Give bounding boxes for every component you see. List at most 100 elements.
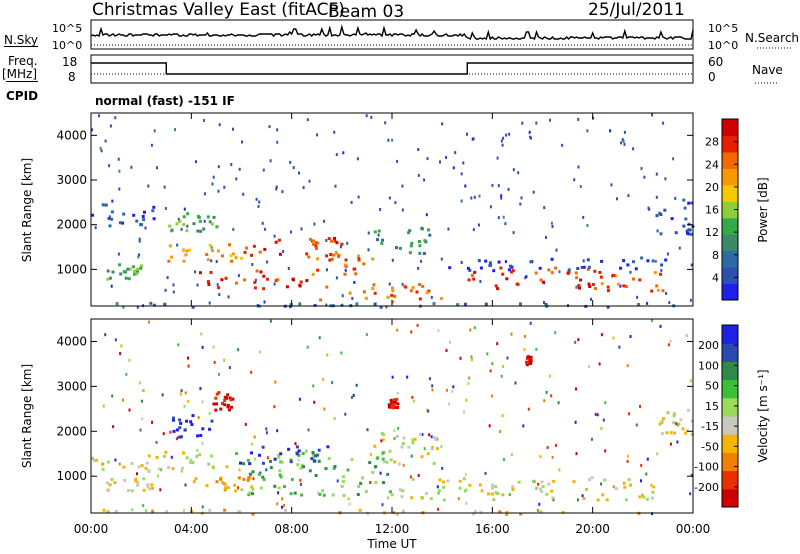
velocity-feature-cell [321, 489, 325, 493]
power-feature-cell [325, 254, 329, 258]
velocity-noise-cell [486, 352, 489, 356]
power-feature-cell [519, 302, 522, 306]
power-noise-cell [504, 222, 507, 226]
power-feature-cell [224, 276, 228, 280]
power-noise-cell [212, 175, 215, 179]
velocity-noise-cell [410, 330, 413, 334]
power-feature-cell [175, 222, 179, 226]
velocity-noise-cell [600, 333, 603, 337]
velocity-feature-cell [201, 427, 205, 431]
power-feature-cell [258, 250, 262, 254]
power-feature-cell [516, 282, 520, 286]
power-noise-cell [110, 284, 113, 288]
power-feature-cell [263, 247, 267, 251]
velocity-noise-cell [576, 498, 579, 502]
velocity-feature-cell [666, 411, 670, 415]
velocity-feature-cell [401, 509, 405, 513]
power-noise-cell [282, 250, 285, 253]
power-noise-cell [315, 241, 318, 245]
power-noise-cell [500, 139, 503, 143]
velocity-feature-cell [458, 479, 462, 483]
velocity-colorbar-swatch [722, 452, 738, 472]
velocity-feature-cell [511, 485, 515, 489]
velocity-noise-cell [441, 466, 444, 470]
power-noise-cell [261, 221, 264, 225]
power-noise-cell [500, 196, 503, 200]
velocity-noise-cell [159, 488, 162, 492]
power-feature-cell [185, 229, 189, 233]
power-noise-cell [610, 183, 613, 187]
velocity-noise-cell [448, 402, 451, 406]
velocity-noise-cell [136, 472, 138, 476]
power-noise-cell [156, 166, 158, 170]
power-noise-cell [356, 157, 359, 161]
plot-title: Christmas Valley East (fitACF) [92, 0, 345, 20]
power-feature-cell [421, 284, 425, 288]
velocity-noise-cell [266, 456, 269, 460]
velocity-feature-cell [293, 491, 297, 495]
power-feature-cell [567, 270, 571, 274]
velocity-feature-cell [189, 460, 193, 464]
power-feature-cell [330, 239, 333, 243]
power-feature-cell [404, 285, 408, 289]
velocity-feature-cell [340, 484, 344, 488]
velocity-noise-cell [393, 437, 396, 440]
power-noise-cell [665, 292, 668, 295]
velocity-feature-cell [435, 447, 439, 451]
nsky-tick-top: 10^5 [52, 22, 82, 35]
power-feature-cell [422, 252, 426, 255]
power-noise-cell [577, 117, 580, 121]
velocity-noise-cell [535, 347, 538, 351]
power-colorbar-swatch [722, 283, 738, 301]
velocity-noise-cell [322, 378, 325, 381]
power-feature-cell [362, 262, 366, 266]
velocity-noise-cell [689, 492, 692, 496]
power-feature-cell [497, 260, 501, 264]
velocity-feature-cell [398, 488, 402, 492]
velocity-noise-cell [142, 504, 145, 508]
velocity-feature-cell [189, 458, 193, 462]
power-feature-cell [550, 271, 554, 275]
velocity-feature-cell [136, 481, 140, 485]
power-feature-cell [185, 249, 189, 253]
velocity-noise-cell [428, 433, 431, 437]
velocity-noise-cell [120, 344, 123, 348]
velocity-feature-cell [248, 491, 252, 495]
velocity-noise-cell [508, 493, 511, 497]
power-noise-cell [529, 135, 532, 139]
velocity-feature-cell [235, 452, 239, 456]
power-noise-cell [648, 207, 651, 211]
power-noise-cell [689, 298, 692, 302]
power-feature-cell [136, 269, 139, 273]
velocity-feature-cell [364, 490, 368, 493]
power-noise-cell [176, 243, 179, 247]
velocity-feature-cell [393, 405, 397, 409]
power-noise-cell [114, 116, 117, 120]
power-noise-cell [223, 185, 226, 189]
power-noise-cell [621, 138, 624, 142]
velocity-noise-cell [340, 351, 343, 355]
velocity-feature-cell [437, 489, 441, 493]
velocity-feature-cell [278, 469, 282, 473]
velocity-noise-cell [641, 493, 644, 497]
velocity-feature-cell [494, 485, 498, 489]
power-feature-cell [135, 219, 139, 223]
power-feature-cell [141, 214, 145, 218]
velocity-feature-cell [195, 454, 199, 458]
velocity-feature-cell [278, 473, 282, 477]
velocity-noise-cell [470, 358, 473, 362]
velocity-noise-cell [299, 478, 302, 482]
power-feature-cell [329, 253, 333, 256]
velocity-feature-cell [189, 420, 193, 424]
power-noise-cell [302, 186, 305, 189]
power-noise-cell [100, 149, 103, 153]
velocity-feature-cell [492, 498, 496, 502]
velocity-noise-cell [416, 323, 419, 327]
power-feature-cell [598, 271, 602, 274]
velocity-noise-cell [437, 329, 440, 333]
velocity-noise-cell [575, 452, 578, 456]
power-noise-cell [430, 295, 433, 299]
power-noise-cell [91, 128, 93, 132]
freq-trace [91, 62, 693, 75]
power-feature-cell [622, 284, 626, 288]
